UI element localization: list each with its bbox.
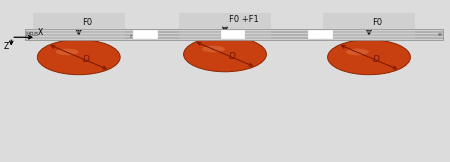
Text: D: D bbox=[83, 55, 90, 64]
Text: e: e bbox=[438, 32, 442, 37]
Text: Z: Z bbox=[4, 42, 9, 51]
Bar bbox=[179, 13, 271, 40]
Text: HRB: HRB bbox=[26, 32, 39, 37]
Bar bbox=[33, 13, 125, 40]
Ellipse shape bbox=[328, 40, 410, 75]
Bar bbox=[220, 30, 245, 39]
Ellipse shape bbox=[37, 40, 120, 75]
Text: F0 +F1: F0 +F1 bbox=[229, 15, 258, 24]
Ellipse shape bbox=[184, 37, 266, 72]
Bar bbox=[323, 13, 415, 40]
Ellipse shape bbox=[202, 46, 225, 52]
Text: X: X bbox=[37, 28, 43, 37]
Bar bbox=[25, 29, 443, 40]
Text: r: r bbox=[129, 34, 132, 39]
Bar bbox=[308, 30, 333, 39]
Text: F0: F0 bbox=[82, 18, 93, 27]
Bar bbox=[220, 30, 245, 39]
Bar bbox=[133, 30, 158, 39]
Text: D: D bbox=[373, 55, 380, 64]
Bar bbox=[308, 30, 333, 39]
Bar bbox=[25, 29, 443, 40]
Bar bbox=[308, 30, 333, 39]
Ellipse shape bbox=[56, 49, 79, 55]
Bar bbox=[133, 30, 158, 39]
Bar bbox=[220, 30, 245, 39]
Ellipse shape bbox=[346, 49, 369, 55]
Text: F0: F0 bbox=[373, 18, 382, 27]
Text: D: D bbox=[229, 52, 236, 61]
